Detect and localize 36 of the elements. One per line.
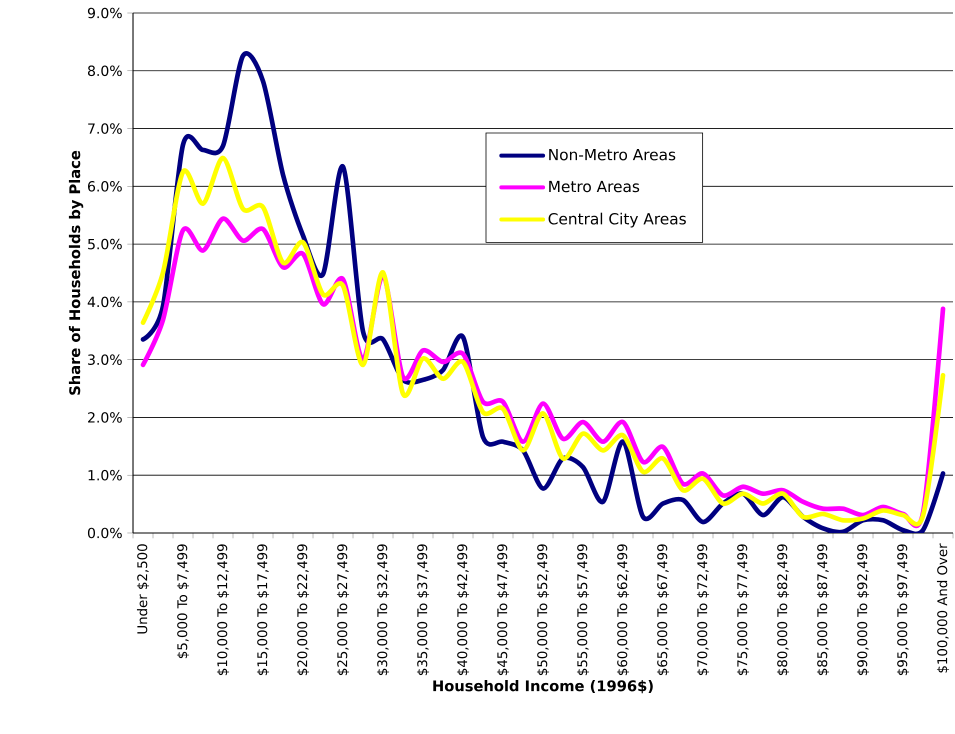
x-tick-label: $100,000 And Over <box>936 543 950 672</box>
x-tick-label: $70,000 To $72,499 <box>696 544 710 676</box>
y-tick-label: 1.0% <box>88 470 122 480</box>
y-tick-label: 3.0% <box>88 354 122 365</box>
x-tick-label: $25,000 To $27,499 <box>336 544 350 676</box>
y-tick-label: 0.0% <box>88 528 122 538</box>
x-axis-title: Household Income (1996$) <box>433 680 653 694</box>
legend-label: Central City Areas <box>548 212 686 228</box>
x-tick-label: $20,000 To $22,499 <box>296 544 310 676</box>
x-tick-label: $80,000 To $82,499 <box>776 544 790 676</box>
x-tick-label: $40,000 To $42,499 <box>456 544 470 676</box>
x-tick-label: $5,000 To $7,499 <box>176 544 190 658</box>
x-tick-label: $85,000 To $87,499 <box>816 544 830 676</box>
y-tick-label: 5.0% <box>88 238 122 250</box>
x-tick-label: $45,000 To $47,499 <box>496 544 510 676</box>
y-tick-label: 7.0% <box>88 123 122 134</box>
x-tick-label: $55,000 To $57,499 <box>576 544 590 676</box>
y-tick-label: 6.0% <box>88 181 122 192</box>
y-tick-label: 4.0% <box>88 296 122 308</box>
x-tick-label: Under $2,500 <box>136 544 150 634</box>
x-tick-label: $30,000 To $32,499 <box>376 544 390 676</box>
legend-label: Metro Areas <box>549 180 640 192</box>
y-tick-label: 8.0% <box>88 65 122 76</box>
x-tick-label: $65,000 To $67,499 <box>656 544 670 676</box>
x-tick-label: $15,000 To $17,499 <box>256 544 270 676</box>
y-tick-label: 2.0% <box>88 412 122 423</box>
y-axis-title: Share of Households by Place <box>68 150 84 395</box>
x-tick-label: $90,000 To $92,499 <box>856 544 870 676</box>
y-tick-label: 9.0% <box>88 8 122 18</box>
x-tick-label: $35,000 To $37,499 <box>416 544 430 676</box>
x-tick-label: $50,000 To $52,499 <box>536 544 550 676</box>
x-tick-label: $60,000 To $62,499 <box>616 544 630 676</box>
x-tick-label: $75,000 To $77,499 <box>736 544 750 676</box>
x-tick-label: $95,000 To $97,499 <box>896 544 910 676</box>
legend-label: Non-Metro Areas <box>549 149 676 160</box>
x-tick-label: $10,000 To $12,499 <box>216 544 230 676</box>
